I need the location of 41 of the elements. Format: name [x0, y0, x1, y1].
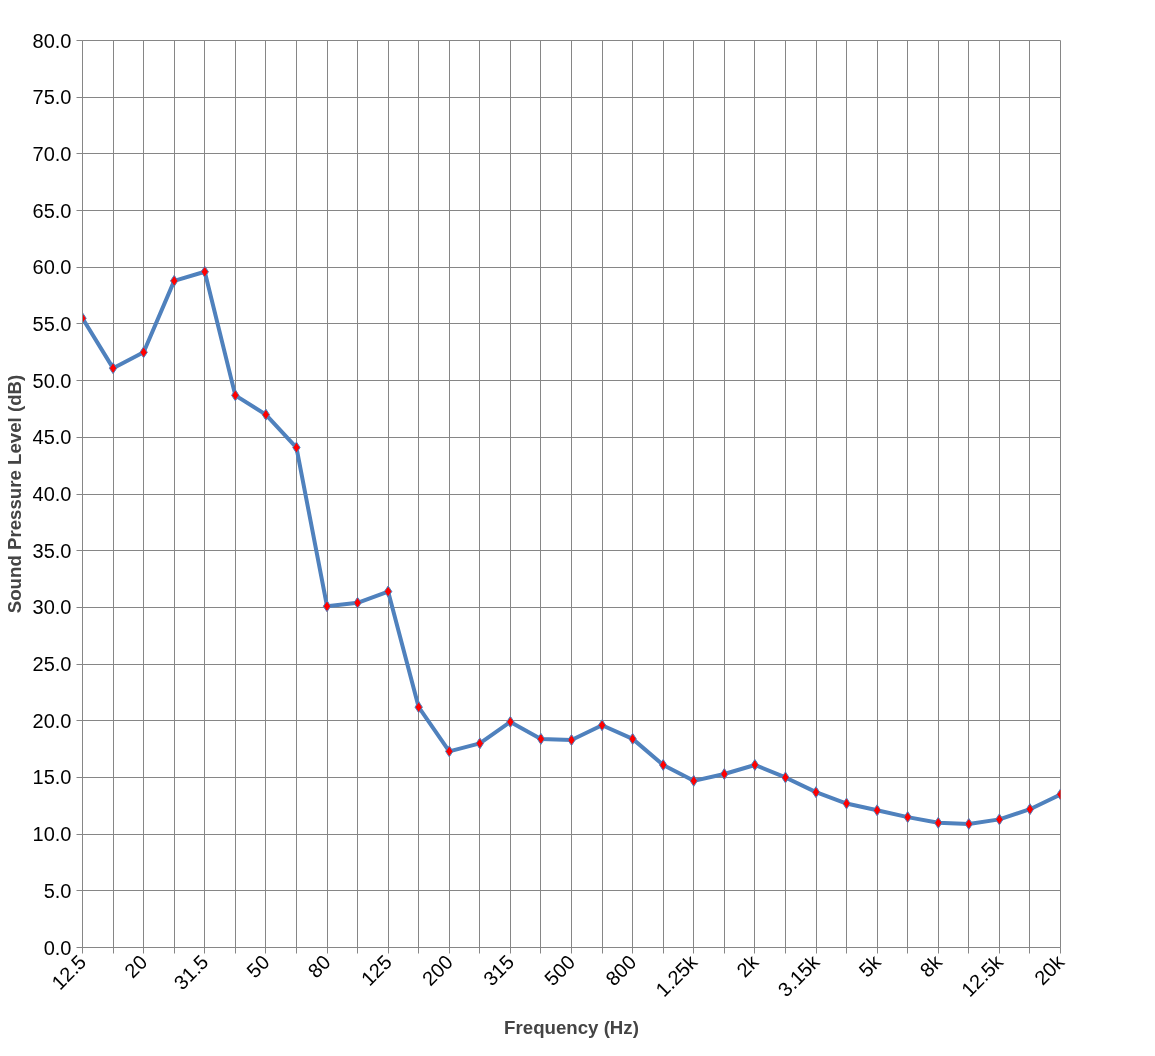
- y-tick-label: 15.0: [32, 766, 72, 789]
- y-tick-label: 60.0: [32, 256, 72, 279]
- point: [536, 732, 546, 745]
- y-axis-title: Sound Pressure Level (dB): [3, 374, 25, 614]
- x-tick-label: 31.5: [169, 950, 213, 994]
- y-tick-label: 10.0: [32, 823, 72, 846]
- point: [261, 408, 271, 421]
- x-tick-label: 200: [417, 950, 458, 990]
- y-tick-label: 25.0: [32, 653, 72, 676]
- y-tick-label: 40.0: [32, 483, 72, 505]
- point: [811, 786, 821, 799]
- x-tick-label: 800: [601, 950, 641, 990]
- x-axis-title: Frequency (Hz): [504, 1016, 639, 1038]
- x-tick-label: 315: [479, 950, 519, 990]
- point: [383, 585, 393, 598]
- x-tick-label: 125: [356, 950, 396, 990]
- point: [1025, 803, 1035, 816]
- x-tick-label: 8k: [915, 950, 947, 982]
- y-tick-label: 0.0: [43, 936, 72, 959]
- y-tick-label: 80.0: [32, 29, 72, 52]
- x-tick-label: 500: [540, 950, 580, 990]
- y-tick-label: 55.0: [32, 312, 72, 335]
- x-tick-label: 20: [120, 950, 152, 983]
- x-tick-label: 20k: [1029, 950, 1069, 990]
- y-tick-label: 45.0: [32, 426, 72, 449]
- x-tick-label: 2k: [732, 950, 764, 982]
- y-tick-label: 70.0: [32, 142, 72, 165]
- point: [872, 804, 882, 817]
- x-tick-label: 5k: [854, 950, 886, 982]
- y-tick-label: 65.0: [32, 199, 72, 222]
- point: [108, 362, 118, 375]
- x-tick-label: 80: [303, 950, 335, 983]
- y-tick-label: 30.0: [32, 596, 72, 619]
- y-tick-label: 35.0: [32, 539, 72, 562]
- y-tick-label: 20.0: [32, 709, 72, 732]
- y-tick-label: 75.0: [32, 86, 72, 109]
- point: [750, 758, 760, 771]
- y-tick-label: 50.0: [32, 369, 72, 392]
- y-tick-label: 5.0: [43, 879, 72, 902]
- point: [597, 719, 607, 732]
- x-tick-label: 50: [242, 950, 274, 983]
